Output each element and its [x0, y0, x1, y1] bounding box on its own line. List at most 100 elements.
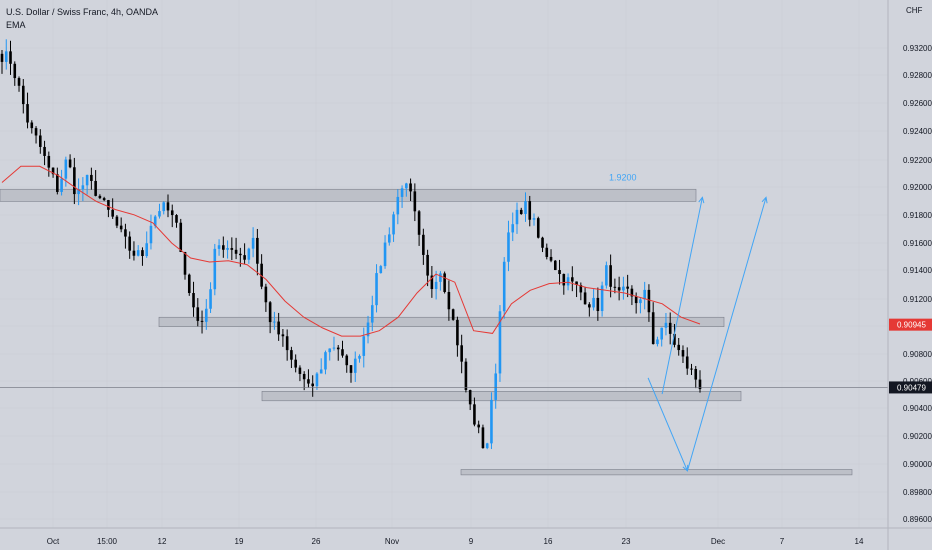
candle-body[interactable] [434, 281, 438, 290]
candle-body[interactable] [230, 248, 234, 250]
candle-body[interactable] [213, 248, 217, 290]
candle-body[interactable] [422, 234, 425, 255]
candle-body[interactable] [664, 322, 668, 328]
candle-body[interactable] [102, 198, 106, 201]
candle-body[interactable] [153, 216, 157, 226]
candle-body[interactable] [396, 196, 400, 215]
candle-body[interactable] [328, 348, 332, 353]
candle-body[interactable] [400, 188, 404, 197]
candle-body[interactable] [443, 273, 446, 292]
candle-body[interactable] [379, 266, 383, 274]
candle-body[interactable] [158, 211, 161, 217]
candle-body[interactable] [698, 379, 702, 390]
candle-body[interactable] [149, 225, 153, 244]
candle-body[interactable] [690, 368, 693, 370]
candle-body[interactable] [536, 218, 540, 238]
indicator-label[interactable]: EMA [6, 20, 26, 30]
candle-body[interactable] [353, 358, 357, 373]
candle-body[interactable] [651, 312, 655, 345]
candle-body[interactable] [383, 242, 387, 267]
zone-rectangle[interactable] [460, 469, 853, 476]
candle-body[interactable] [528, 201, 532, 220]
candle-body[interactable] [247, 248, 251, 260]
candle-body[interactable] [605, 265, 608, 286]
candle-body[interactable] [290, 350, 293, 360]
candle-body[interactable] [98, 195, 102, 199]
candle-body[interactable] [239, 253, 242, 256]
candle-body[interactable] [115, 216, 119, 226]
candle-body[interactable] [553, 260, 557, 271]
candle-body[interactable] [345, 355, 349, 366]
candle-body[interactable] [494, 373, 498, 400]
candlestick-series[interactable] [0, 39, 702, 450]
candle-body[interactable] [426, 254, 429, 276]
candle-body[interactable] [519, 209, 523, 215]
candle-body[interactable] [370, 305, 374, 323]
candle-body[interactable] [388, 234, 391, 243]
candle-body[interactable] [575, 281, 578, 286]
candle-body[interactable] [85, 174, 89, 186]
candle-body[interactable] [681, 350, 685, 357]
candle-body[interactable] [217, 245, 221, 249]
candle-body[interactable] [0, 53, 4, 62]
candle-body[interactable] [324, 352, 327, 370]
candle-body[interactable] [64, 159, 68, 179]
candle-body[interactable] [366, 322, 370, 337]
candle-body[interactable] [187, 274, 191, 294]
candle-body[interactable] [264, 286, 268, 303]
candle-body[interactable] [51, 167, 55, 175]
candle-body[interactable] [362, 336, 366, 356]
candle-body[interactable] [47, 155, 51, 168]
candle-body[interactable] [617, 287, 621, 291]
candle-body[interactable] [668, 322, 672, 334]
candle-body[interactable] [592, 297, 595, 308]
candle-body[interactable] [511, 224, 515, 233]
candle-body[interactable] [468, 390, 472, 405]
candle-body[interactable] [485, 443, 489, 449]
candle-body[interactable] [39, 135, 42, 147]
candle-body[interactable] [34, 128, 38, 136]
candle-body[interactable] [256, 237, 259, 264]
candle-body[interactable] [260, 263, 263, 287]
candle-body[interactable] [111, 209, 114, 217]
candle-body[interactable] [294, 359, 297, 368]
candle-body[interactable] [456, 319, 459, 346]
candle-body[interactable] [200, 320, 204, 322]
candle-body[interactable] [562, 274, 566, 286]
candle-body[interactable] [268, 302, 272, 323]
candle-body[interactable] [21, 85, 25, 105]
candle-body[interactable] [626, 286, 629, 289]
projection-line[interactable] [647, 377, 688, 472]
candle-body[interactable] [571, 277, 574, 282]
candle-body[interactable] [677, 344, 681, 351]
candle-body[interactable] [273, 321, 276, 323]
candle-body[interactable] [192, 293, 195, 308]
candle-body[interactable] [460, 345, 463, 362]
candle-body[interactable] [307, 379, 310, 384]
candle-body[interactable] [473, 404, 476, 425]
candle-body[interactable] [107, 200, 110, 210]
candle-body[interactable] [302, 373, 306, 380]
candle-body[interactable] [558, 270, 561, 275]
candle-body[interactable] [298, 367, 302, 374]
candle-body[interactable] [583, 292, 587, 305]
candle-body[interactable] [226, 248, 229, 250]
candle-body[interactable] [392, 214, 395, 235]
candle-body[interactable] [166, 202, 170, 211]
candle-body[interactable] [9, 51, 12, 64]
candle-body[interactable] [413, 191, 417, 212]
candle-body[interactable] [656, 339, 659, 345]
candle-body[interactable] [613, 286, 617, 288]
candle-body[interactable] [541, 237, 544, 248]
candle-body[interactable] [281, 334, 285, 337]
candle-body[interactable] [162, 202, 166, 212]
candle-body[interactable] [336, 347, 340, 350]
candle-body[interactable] [170, 210, 174, 216]
symbol-title[interactable]: U.S. Dollar / Swiss Franc, 4h, OANDA [6, 7, 159, 17]
candle-body[interactable] [685, 356, 689, 369]
candle-body[interactable] [222, 245, 225, 250]
candle-body[interactable] [43, 146, 46, 156]
candle-body[interactable] [532, 218, 536, 220]
candle-body[interactable] [13, 63, 17, 79]
candle-body[interactable] [77, 189, 80, 195]
